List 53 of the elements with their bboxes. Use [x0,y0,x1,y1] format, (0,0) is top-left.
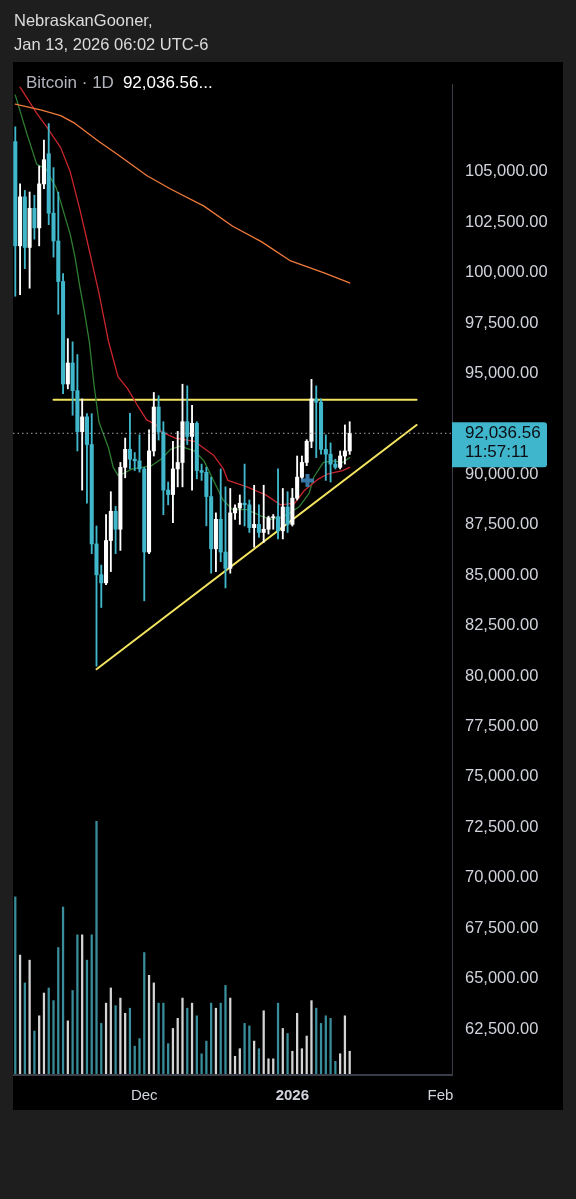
y-tick-label: 72,500.00 [465,816,539,835]
bar [71,990,74,1074]
annotation: 92,036.56... [122,73,213,92]
chart-subtitle: Jan 13, 2026 06:02 UTC-6 [14,34,209,55]
y-tick-label: 100,000.00 [465,262,548,281]
bar [243,1023,246,1074]
bar [138,1038,141,1074]
y-tick-label: 90,000.00 [465,463,539,482]
y-tick-label: 87,500.00 [465,514,539,533]
candlestick [252,484,257,548]
bar [28,959,31,1074]
y-tick-label: 65,000.00 [465,968,539,987]
y-tick-label: 80,000.00 [465,665,539,684]
bar [162,1002,165,1074]
y-tick-label: 105,000.00 [465,161,548,180]
bar [200,1053,203,1074]
y-tick-label: 85,000.00 [465,564,539,583]
x-tick-label: Feb [427,1086,454,1104]
y-tick-label: 82,500.00 [465,615,539,634]
x-tick-label: Dec [130,1086,159,1104]
bar [119,997,122,1074]
y-tick-label: 75,000.00 [465,766,539,785]
bar [33,1030,36,1074]
bar [76,934,79,1074]
bar [267,1058,270,1074]
bar [272,1058,275,1074]
bar [114,1005,117,1074]
y-tick-label: 97,500.00 [465,312,539,331]
bar [205,1040,208,1074]
bar [238,1048,241,1074]
y-tick-label: 70,000.00 [465,867,539,886]
bar [300,1048,304,1074]
bar [334,1061,337,1074]
bar [257,1048,261,1074]
bar [167,1043,170,1074]
y-tick-label: 77,500.00 [465,716,539,735]
bar [339,1053,342,1074]
bar [224,985,227,1074]
y-tick-label: 102,500.00 [465,211,548,230]
y-tick-label: 95,000.00 [465,363,539,382]
bar [157,1002,160,1074]
y-tick-label: 67,500.00 [465,917,539,936]
bar [52,1000,55,1074]
annotation: Bitcoin · 1D [26,73,114,92]
bar [181,997,184,1074]
bar [310,1000,313,1074]
bar [286,1033,289,1074]
y-tick-label: 62,500.00 [465,1018,539,1037]
ref-line-label: 92,036.56 11:57:11 [465,422,541,461]
bar [95,821,98,1074]
x-tick-label: 2026 [275,1086,310,1104]
bar [329,1018,332,1074]
chart-title: NebraskanGooner, [14,10,154,31]
